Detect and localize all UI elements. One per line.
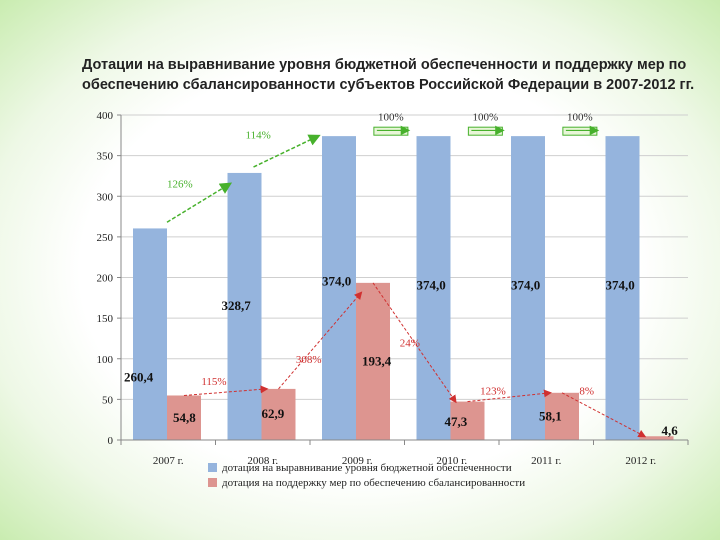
bar-series1	[511, 136, 545, 440]
x-tick-label: 2007 г.	[153, 455, 184, 467]
y-tick-label: 350	[97, 151, 114, 163]
flat-arrow-body	[562, 126, 598, 136]
flat-arrow-body	[373, 126, 409, 136]
legend-label-series1: дотация на выравнивание уровня бюджетной…	[222, 462, 512, 474]
growth-arrow-series2	[372, 282, 457, 404]
growth-arrow-series2	[467, 389, 552, 403]
data-label-series1: 374,0	[322, 274, 351, 289]
bar-series1	[416, 136, 451, 440]
bars	[133, 136, 674, 440]
growth-arrow-series2	[561, 392, 647, 438]
bar-series1	[605, 136, 640, 440]
x-tick-label: 2011 г.	[531, 455, 562, 467]
growth-label-series2: 115%	[201, 376, 226, 388]
bar-series2	[545, 392, 579, 440]
legend-label-series2: дотация на поддержку мер по обеспечению …	[222, 477, 525, 489]
bar-series2	[450, 401, 485, 440]
legend: дотация на выравнивание уровня бюджетной…	[208, 462, 525, 489]
x-tick-label: 2008 г.	[247, 455, 278, 467]
growth-label-series1: 126%	[167, 178, 193, 190]
y-tick-label: 150	[97, 313, 114, 325]
data-label-series2: 58,1	[539, 409, 562, 424]
bar-series2	[356, 282, 390, 440]
data-label-series1: 374,0	[511, 278, 540, 293]
growth-label-series2: 24%	[400, 338, 420, 350]
y-tick-label: 50	[102, 394, 114, 406]
growth-label-series2: 8%	[579, 386, 594, 398]
x-tick-label: 2009 г.	[342, 455, 373, 467]
growth-arrow-series1	[166, 182, 233, 223]
growth-arrow-series2	[183, 385, 269, 396]
x-tick-label: 2012 г.	[625, 455, 656, 467]
growth-arrows: 126% 114% 100% 100% 100% 115% 308% 24% 123% 8%	[166, 112, 647, 438]
x-tick-label: 2010 г.	[436, 455, 467, 467]
flat-arrow-body	[467, 126, 503, 136]
y-tick-label: 400	[97, 110, 114, 122]
y-tick-label: 0	[108, 435, 114, 447]
growth-label-series1: 100%	[567, 112, 593, 124]
data-label-series1: 374,0	[417, 278, 446, 293]
data-label-series2: 4,6	[662, 423, 679, 438]
axes: 0 50 100 150 200 250 300 350 400 2007 г. 2008 г. 20…	[97, 110, 689, 467]
y-tick-label: 300	[97, 191, 114, 203]
y-tick-label: 200	[97, 273, 114, 285]
bar-series1	[322, 136, 356, 440]
growth-arrow-series2	[278, 291, 363, 390]
data-label-series2: 62,9	[262, 406, 285, 421]
data-label-series2: 193,4	[362, 353, 392, 368]
growth-label-series2: 123%	[480, 386, 506, 398]
growth-label-series1: 100%	[378, 112, 404, 124]
legend-swatch-series2	[208, 478, 217, 487]
data-label-series1: 328,7	[222, 298, 252, 313]
y-tick-label: 100	[97, 354, 114, 366]
bar-series1	[227, 172, 262, 440]
bar-series1	[133, 228, 167, 440]
data-label-series2: 47,3	[445, 414, 468, 429]
data-labels: 260,4 328,7 374,0 374,0 374,0 374,0 54,8 62,9 19…	[124, 274, 678, 439]
legend-swatch-series1	[208, 463, 217, 472]
data-label-series1: 374,0	[606, 278, 635, 293]
bar-series2	[261, 388, 296, 440]
y-tick-label: 250	[97, 232, 114, 244]
growth-label-series1: 100%	[473, 112, 499, 124]
bar-series2	[639, 436, 674, 440]
data-label-series2: 54,8	[173, 410, 196, 425]
growth-label-series1: 114%	[246, 130, 271, 142]
bar-series2	[167, 395, 201, 440]
growth-label-series2: 308%	[296, 354, 322, 366]
grid-lines	[121, 114, 688, 441]
slide-title: Дотации на выравнивание уровня бюджетной…	[82, 57, 695, 93]
data-label-series1: 260,4	[124, 370, 154, 385]
